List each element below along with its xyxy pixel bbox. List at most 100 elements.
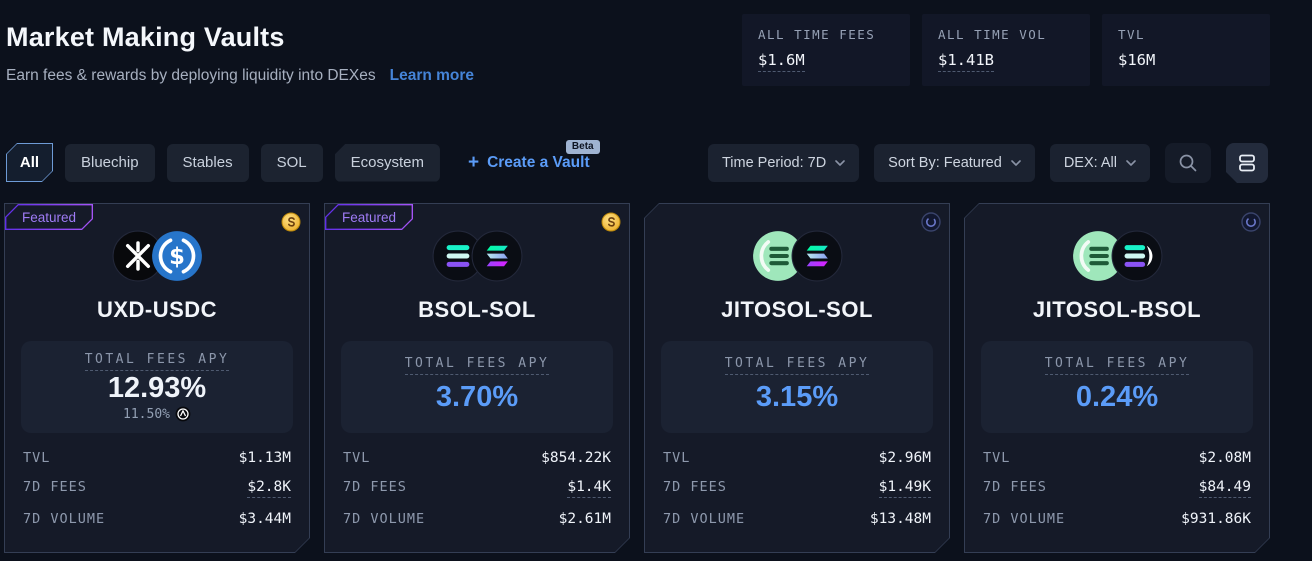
dex-dropdown[interactable]: DEX: All: [1049, 144, 1150, 182]
apy-sub-value: 11.50%: [123, 406, 170, 422]
stat-row-7d-fees: 7D FEES $1.4K: [343, 479, 611, 498]
pair-name: JITOSOL-SOL: [721, 297, 873, 322]
apy-panel: TOTAL FEES APY 3.70%: [341, 341, 613, 433]
stat-value[interactable]: $1.6M: [758, 51, 805, 72]
sort-by-dropdown[interactable]: Sort By: Featured: [874, 144, 1035, 182]
stat-row-7d-fees: 7D FEES $84.49: [983, 479, 1251, 498]
vault-stats: TVL $1.13M 7D FEES $2.8K 7D VOLUME $3.44…: [5, 450, 309, 527]
apy-panel: TOTAL FEES APY 3.15%: [661, 341, 933, 433]
apy-value: 3.70%: [435, 381, 519, 413]
stat-row-7d-volume: 7D VOLUME $13.48M: [663, 511, 931, 527]
apy-value: 12.93%: [107, 372, 207, 404]
gold-dex-icon: [601, 212, 621, 232]
stat-row-7d-volume: 7D VOLUME $2.61M: [343, 511, 611, 527]
featured-label: Featured: [341, 209, 397, 225]
row-label: 7D VOLUME: [663, 511, 746, 527]
vault-card-jitosol-sol[interactable]: JITOSOL-SOL TOTAL FEES APY 3.15% TVL $2.…: [644, 203, 950, 553]
vault-stats: TVL $854.22K 7D FEES $1.4K 7D VOLUME $2.…: [325, 450, 629, 527]
featured-label: Featured: [21, 209, 77, 225]
stat-row-7d-volume: 7D VOLUME $3.44M: [23, 511, 291, 527]
featured-badge: Featured: [325, 204, 413, 230]
row-value: $3.44M: [238, 511, 291, 527]
row-label: TVL: [663, 450, 691, 466]
vault-stats: TVL $2.08M 7D FEES $84.49 7D VOLUME $931…: [965, 450, 1269, 527]
stat-row-tvl: TVL $2.96M: [663, 450, 931, 466]
tab-all-label: All: [7, 144, 52, 181]
list-view-toggle-icon: [1237, 153, 1257, 173]
tab-ecosystem[interactable]: Ecosystem: [334, 143, 440, 182]
apy-panel: TOTAL FEES APY 12.93% 11.50%: [21, 341, 293, 433]
dark-dex-icon: [1241, 212, 1261, 232]
pair-name: JITOSOL-BSOL: [1032, 297, 1202, 322]
vault-card-bsol-sol[interactable]: Featured BSOL-SOL TOTAL FEES APY 3.70% T…: [324, 203, 630, 553]
tab-all[interactable]: All: [6, 143, 53, 182]
create-vault-button[interactable]: + Create a Vault Beta: [467, 140, 600, 173]
page-subtitle: Earn fees & rewards by deploying liquidi…: [6, 67, 376, 84]
stat-row-7d-fees: 7D FEES $1.49K: [663, 479, 931, 498]
stat-tvl: TVL $16M: [1102, 14, 1270, 86]
token-pair-icons: [645, 230, 949, 282]
apy-label[interactable]: TOTAL FEES APY: [405, 356, 550, 375]
featured-badge: Featured: [5, 204, 93, 230]
sort-by-label: Sort By: Featured: [888, 155, 1002, 171]
apy-label[interactable]: TOTAL FEES APY: [1045, 356, 1190, 375]
chevron-down-icon: [1011, 160, 1021, 166]
stat-all-time-fees: ALL TIME FEES $1.6M: [742, 14, 910, 86]
time-period-label: Time Period: 7D: [721, 155, 827, 171]
search-button[interactable]: [1165, 143, 1211, 183]
tab-bluechip[interactable]: Bluechip: [65, 143, 155, 182]
vault-card-uxd-usdc[interactable]: Featured UXD-USDC TOTAL FEES APY 12.93% …: [4, 203, 310, 553]
time-period-dropdown[interactable]: Time Period: 7D: [707, 144, 860, 182]
vault-stats: TVL $2.96M 7D FEES $1.49K 7D VOLUME $13.…: [645, 450, 949, 527]
pair-name: BSOL-SOL: [418, 297, 536, 322]
row-value: $1.13M: [238, 450, 291, 466]
row-label: TVL: [343, 450, 371, 466]
stat-row-tvl: TVL $1.13M: [23, 450, 291, 466]
pair-name: UXD-USDC: [96, 297, 218, 322]
filter-controls: Time Period: 7D Sort By: Featured DEX: A…: [707, 143, 1268, 183]
row-label: 7D VOLUME: [983, 511, 1066, 527]
learn-more-link[interactable]: Learn more: [389, 67, 475, 84]
sol-token-icon: [471, 230, 523, 282]
vault-card-jitosol-bsol[interactable]: JITOSOL-BSOL TOTAL FEES APY 0.24% TVL $2…: [964, 203, 1270, 553]
tab-sol[interactable]: SOL: [260, 143, 323, 182]
row-label: TVL: [983, 450, 1011, 466]
global-stats: ALL TIME FEES $1.6M ALL TIME VOL $1.41B …: [742, 14, 1270, 86]
apy-panel: TOTAL FEES APY 0.24%: [981, 341, 1253, 433]
stat-label: ALL TIME VOL: [938, 27, 1047, 42]
stat-row-7d-volume: 7D VOLUME $931.86K: [983, 511, 1251, 527]
create-vault-label: Create a Vault: [487, 153, 590, 171]
tab-stables[interactable]: Stables: [166, 143, 249, 182]
beta-badge: Beta: [565, 140, 600, 154]
token-pair-icons: [325, 230, 629, 282]
row-value[interactable]: $1.49K: [879, 479, 931, 498]
stat-all-time-vol: ALL TIME VOL $1.41B: [922, 14, 1090, 86]
plus-icon: +: [467, 152, 480, 173]
view-toggle-button[interactable]: [1226, 143, 1268, 183]
row-label: 7D VOLUME: [23, 511, 106, 527]
row-value[interactable]: $84.49: [1199, 479, 1251, 498]
bsol-token-icon: [1111, 230, 1163, 282]
row-label: 7D FEES: [343, 479, 407, 495]
row-value: $931.86K: [1181, 511, 1251, 527]
apy-label[interactable]: TOTAL FEES APY: [725, 356, 870, 375]
dark-dex-icon: [921, 212, 941, 232]
dex-label: DEX: All: [1063, 155, 1117, 171]
row-value[interactable]: $1.4K: [567, 479, 611, 498]
row-label: 7D FEES: [663, 479, 727, 495]
row-value[interactable]: $2.8K: [247, 479, 291, 498]
sol-token-icon: [791, 230, 843, 282]
row-value: $2.96M: [878, 450, 931, 466]
row-label: 7D VOLUME: [343, 511, 426, 527]
stat-label: ALL TIME FEES: [758, 27, 876, 42]
stat-row-7d-fees: 7D FEES $2.8K: [23, 479, 291, 498]
category-tabs: All Bluechip Stables SOL Ecosystem + Cre…: [6, 140, 600, 182]
apy-label[interactable]: TOTAL FEES APY: [85, 352, 230, 371]
apy-value: 3.15%: [755, 381, 839, 413]
chevron-down-icon: [835, 160, 845, 166]
row-value: $13.48M: [869, 511, 931, 527]
row-value: $854.22K: [541, 450, 611, 466]
token-pair-icons: [965, 230, 1269, 282]
usdc-token-icon: [151, 230, 203, 282]
stat-value[interactable]: $1.41B: [938, 51, 994, 72]
